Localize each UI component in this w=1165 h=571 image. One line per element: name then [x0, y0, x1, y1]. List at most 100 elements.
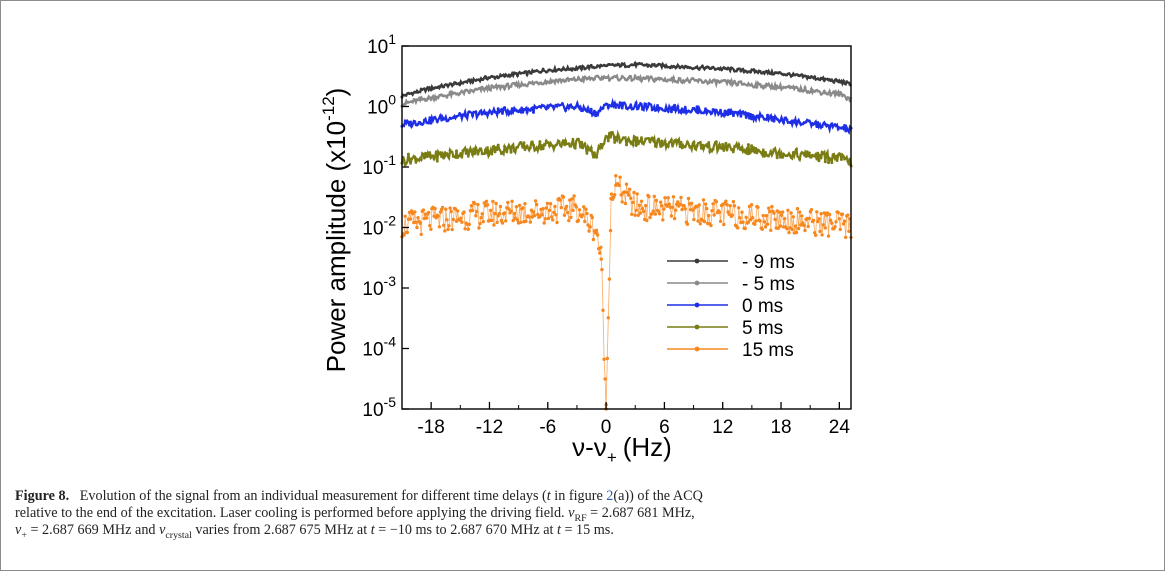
data-point	[619, 193, 623, 197]
data-point	[798, 210, 802, 214]
data-point	[609, 192, 614, 196]
data-point	[599, 63, 603, 67]
data-point	[773, 217, 777, 222]
data-point	[672, 76, 675, 80]
data-point	[449, 209, 453, 214]
data-point	[567, 106, 571, 110]
data-point	[756, 114, 760, 118]
data-point	[785, 227, 789, 231]
data-point	[506, 109, 510, 113]
data-point	[589, 107, 593, 111]
data-point	[679, 140, 683, 144]
data-point	[499, 152, 503, 155]
data-point	[442, 85, 446, 89]
data-point	[685, 110, 689, 114]
data-point	[768, 84, 772, 88]
data-point	[663, 196, 667, 200]
data-point	[784, 73, 788, 77]
data-point	[496, 76, 500, 80]
data-point	[525, 144, 529, 148]
data-point	[729, 79, 733, 83]
y-tick-label: 100	[367, 92, 396, 119]
series-0	[400, 60, 852, 99]
data-point	[621, 101, 625, 105]
data-point	[554, 103, 558, 107]
data-point	[819, 212, 823, 216]
data-point	[451, 217, 455, 222]
data-point	[499, 108, 503, 112]
data-point	[480, 112, 484, 116]
data-point	[613, 140, 617, 144]
data-point	[459, 216, 463, 220]
data-point	[707, 81, 711, 85]
data-point	[795, 122, 798, 126]
data-point	[515, 218, 520, 222]
data-point	[506, 74, 510, 78]
legend-label: - 9 ms	[742, 252, 795, 273]
data-point	[787, 84, 791, 88]
data-point	[570, 68, 574, 72]
data-point	[652, 194, 656, 199]
data-point	[586, 145, 590, 149]
data-point	[477, 149, 481, 152]
data-point	[829, 79, 833, 83]
data-point	[448, 116, 452, 120]
data-point	[698, 110, 702, 113]
data-point	[471, 80, 475, 84]
data-point	[536, 212, 540, 217]
data-point	[535, 106, 539, 110]
data-point	[606, 139, 610, 143]
data-point	[483, 148, 487, 152]
y-tick-label: 10-2	[362, 213, 396, 240]
data-point	[602, 357, 606, 361]
x-tick-label: 12	[712, 417, 733, 438]
data-point	[813, 75, 817, 79]
data-point	[413, 155, 417, 159]
data-point	[662, 79, 666, 82]
data-point	[710, 80, 714, 84]
data-point	[741, 220, 745, 224]
data-point	[768, 209, 772, 214]
data-point	[714, 108, 718, 112]
data-point	[635, 192, 639, 196]
data-point	[702, 147, 705, 151]
data-point	[480, 212, 484, 216]
data-point	[737, 110, 741, 114]
data-point	[730, 110, 734, 114]
data-point	[604, 102, 608, 106]
data-point	[512, 149, 516, 153]
data-point	[724, 199, 728, 203]
data-point	[644, 102, 648, 106]
data-point	[586, 64, 590, 68]
data-point	[573, 106, 577, 110]
data-point	[552, 210, 556, 215]
data-point	[440, 205, 445, 210]
data-point	[424, 216, 429, 220]
data-point	[676, 139, 680, 143]
data-point	[403, 93, 407, 97]
data-point	[691, 208, 695, 212]
data-point	[599, 77, 603, 81]
data-point	[793, 224, 798, 228]
data-point	[592, 151, 596, 155]
data-point	[477, 112, 481, 116]
data-point	[790, 227, 794, 232]
data-point	[519, 141, 523, 144]
data-point	[760, 227, 764, 231]
data-point	[516, 109, 519, 113]
data-point	[834, 220, 838, 224]
data-point	[738, 216, 742, 220]
data-point	[596, 74, 600, 78]
data-point	[548, 104, 551, 107]
data-point	[771, 86, 775, 90]
legend-label: 5 ms	[742, 318, 783, 339]
x-tick-label: 24	[829, 417, 851, 438]
data-point	[820, 233, 824, 237]
data-point	[720, 68, 724, 72]
data-point	[500, 221, 505, 225]
data-point	[413, 90, 417, 94]
data-point	[525, 110, 529, 114]
data-point	[742, 82, 746, 86]
figure-reference-link[interactable]: 2	[606, 488, 614, 504]
data-point	[493, 76, 497, 80]
